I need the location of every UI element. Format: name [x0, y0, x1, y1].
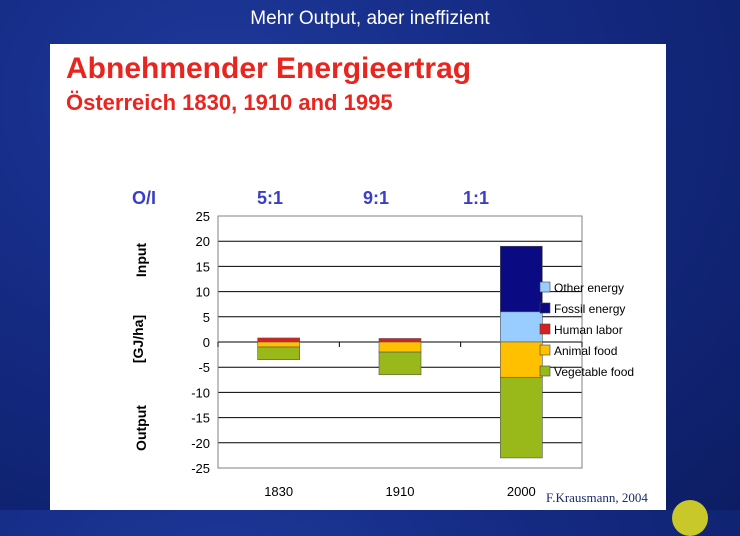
- legend-swatch: [539, 344, 551, 356]
- bar-segment: [378, 351, 422, 376]
- chart-heading: Abnehmender Energieertrag: [66, 52, 472, 85]
- ratio-1830: 5:1: [256, 188, 283, 208]
- ratio-axis-label: O/I: [131, 188, 156, 208]
- bar-segment: [257, 346, 300, 360]
- bar-segment: [500, 311, 543, 343]
- legend-label: Other energy: [554, 281, 624, 295]
- y-tick-label: -5: [198, 360, 210, 375]
- bar-segment: [500, 376, 543, 459]
- bar-segment: [378, 338, 422, 343]
- legend-label: Human labor: [554, 323, 623, 337]
- x-tick-label: 1830: [264, 484, 293, 499]
- legend-label: Vegetable food: [554, 365, 634, 379]
- y-tick-label: 0: [203, 335, 210, 350]
- bar-segment: [257, 341, 300, 348]
- ratio-1910: 9:1: [362, 188, 389, 208]
- credit-text: F.Krausmann, 2004: [546, 490, 648, 505]
- legend-swatch: [539, 302, 551, 314]
- y-tick-label: -10: [191, 385, 210, 400]
- bar-segment: [500, 341, 543, 378]
- legend-swatch: [539, 323, 551, 335]
- ratio-2000: 1:1: [462, 188, 489, 208]
- legend-swatch: [539, 281, 551, 293]
- y-tick-label: -15: [191, 411, 210, 426]
- bar-segment: [257, 337, 300, 343]
- bar-segment: [500, 245, 543, 313]
- y-tick-label: -20: [191, 436, 210, 451]
- legend-label: Fossil energy: [554, 302, 625, 316]
- x-tick-label: 1910: [386, 484, 415, 499]
- legend-swatch: [539, 365, 551, 377]
- legend-label: Animal food: [554, 344, 617, 358]
- y-tick-label: 20: [196, 234, 210, 249]
- chart-svg: 25 20 15 10 5 0 -5 -10 -15 -20 -25 1830 1910 2000 Othe…: [191, 209, 634, 499]
- y-tick-label: 15: [196, 259, 210, 274]
- y-tick-label: 25: [196, 209, 210, 224]
- bar-segment: [378, 341, 422, 353]
- y-tick-label: 5: [203, 310, 210, 325]
- slide-panel: Abnehmender Energieertrag Österreich 183…: [50, 44, 666, 510]
- chart-subheading: Österreich 1830, 1910 and 1995: [66, 90, 393, 115]
- y-tick-label: -25: [191, 461, 210, 476]
- slide-title: Mehr Output, aber ineffizient: [250, 8, 490, 29]
- y-tick-label: 10: [196, 285, 210, 300]
- corner-dot: [672, 500, 708, 536]
- x-tick-label: 2000: [507, 484, 536, 499]
